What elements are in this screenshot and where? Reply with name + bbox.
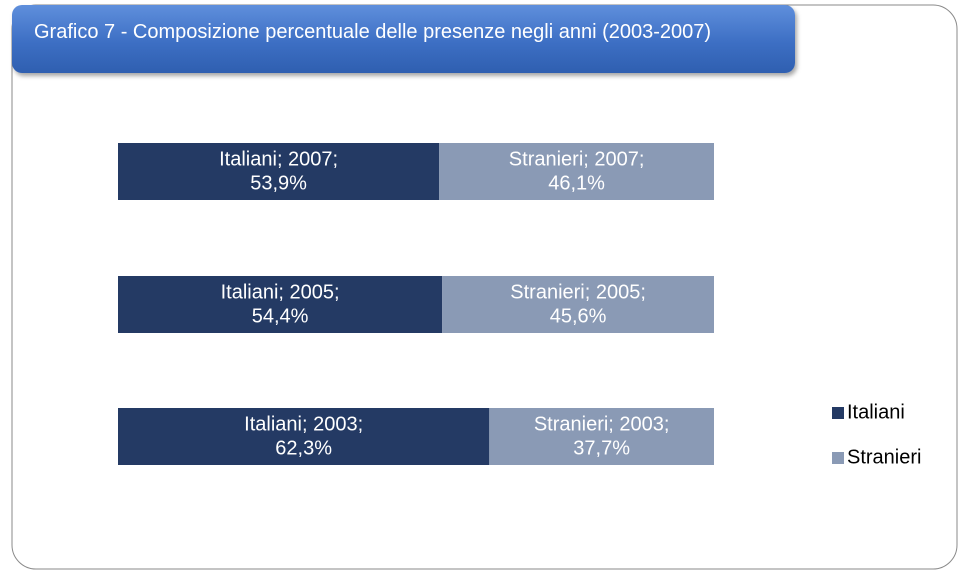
data-label: Italiani; 2003; <box>244 413 363 435</box>
data-label: Italiani; 2007; <box>219 148 338 170</box>
title-banner: Grafico 7 - Composizione percentuale del… <box>12 5 795 73</box>
data-label: 37,7% <box>573 437 630 459</box>
data-label: 45,6% <box>550 305 607 327</box>
data-label: Stranieri; 2005; <box>510 281 646 303</box>
data-label: 62,3% <box>275 437 332 459</box>
data-label: 54,4% <box>252 305 309 327</box>
data-label: 46,1% <box>548 172 605 194</box>
data-label: Italiani; 2005; <box>221 281 340 303</box>
bar <box>442 276 714 333</box>
bar <box>118 408 490 465</box>
data-label: Stranieri; 2007; <box>509 148 645 170</box>
legend-label: Stranieri <box>847 446 921 468</box>
bar <box>118 276 443 333</box>
legend-swatch <box>832 452 844 464</box>
bar <box>439 143 714 200</box>
legend-swatch <box>832 407 844 419</box>
data-label: Stranieri; 2003; <box>534 413 670 435</box>
bar <box>118 143 440 200</box>
legend-label: Italiani <box>847 401 905 423</box>
data-label: 53,9% <box>250 172 307 194</box>
bar <box>489 408 714 465</box>
chart-title: Grafico 7 - Composizione percentuale del… <box>34 21 712 43</box>
